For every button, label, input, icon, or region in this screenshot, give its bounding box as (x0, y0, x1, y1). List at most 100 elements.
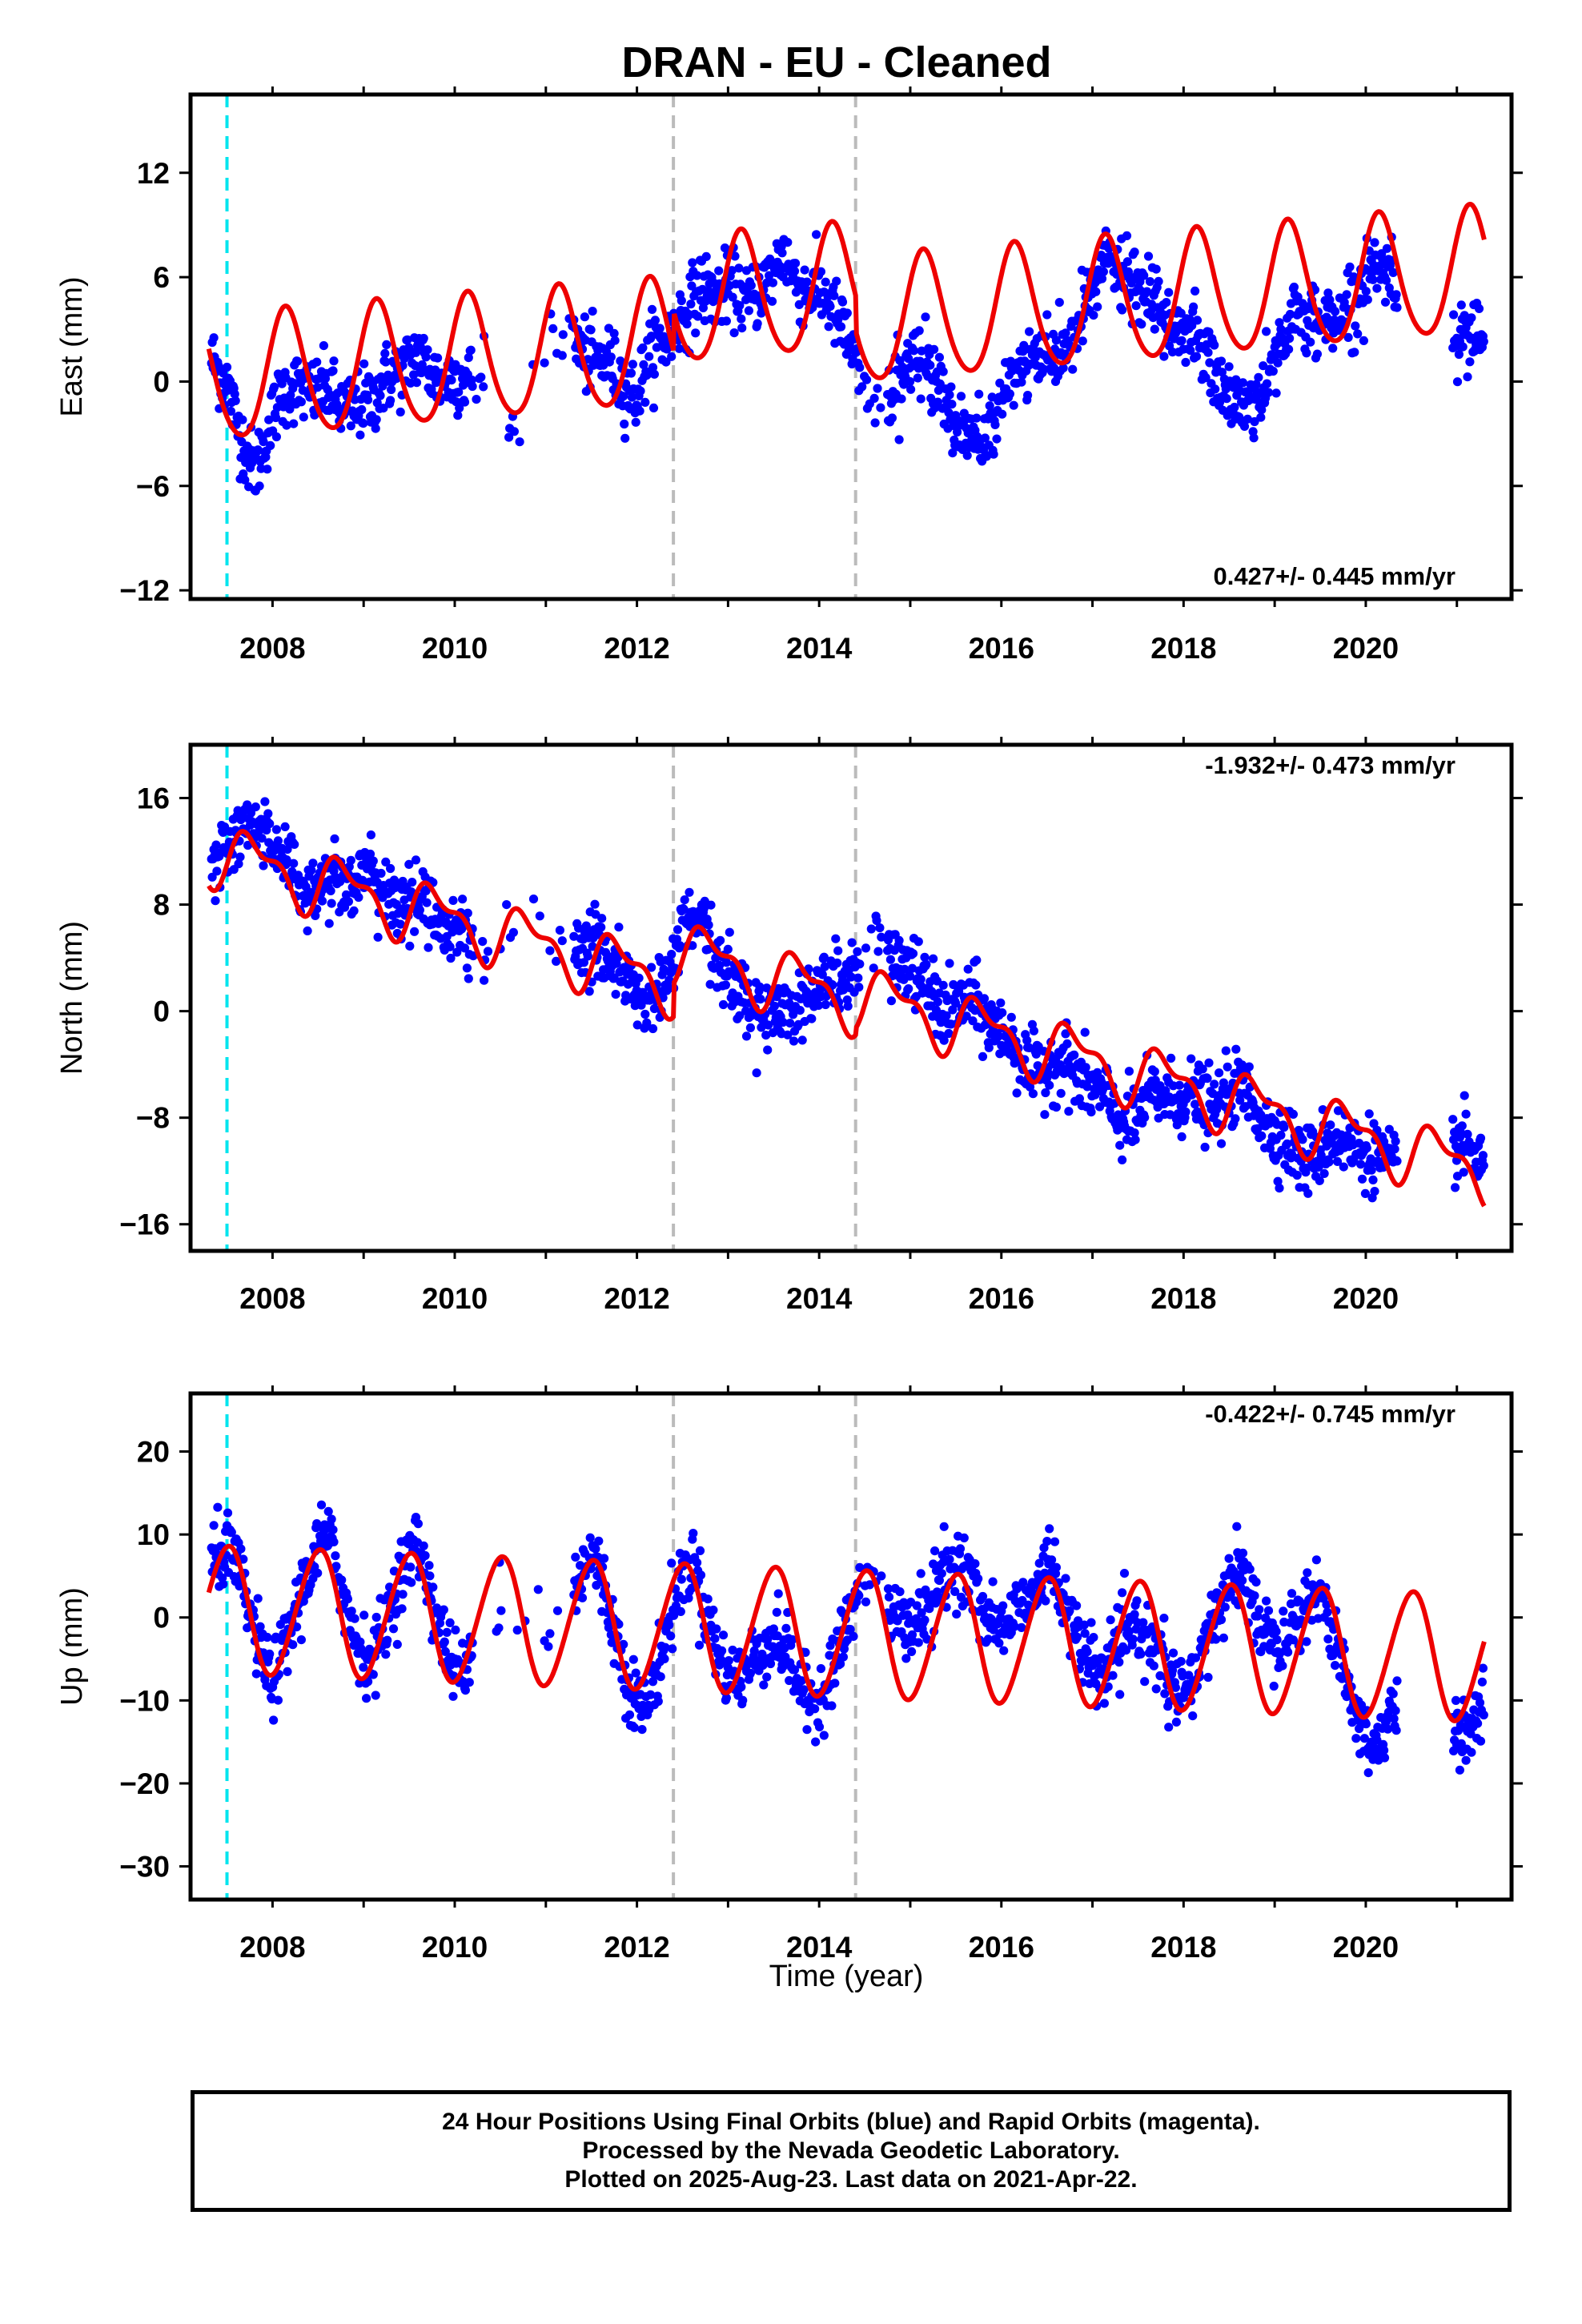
observation-point (1052, 1103, 1061, 1112)
observation-point (957, 392, 966, 400)
observation-point (600, 1554, 608, 1562)
observation-point (1370, 1187, 1379, 1196)
observation-point (496, 1606, 505, 1615)
observation-point (1211, 384, 1219, 393)
observation-point (1257, 1132, 1266, 1140)
observation-point (888, 413, 897, 422)
observation-point (960, 1534, 969, 1542)
observation-point (1045, 1081, 1054, 1090)
observation-point (1383, 244, 1391, 253)
observation-point (1392, 1726, 1401, 1735)
observation-point (705, 920, 713, 929)
observation-point (909, 346, 918, 355)
observation-point (1362, 287, 1371, 296)
observation-point (1480, 337, 1488, 346)
observation-point (632, 1669, 640, 1678)
observation-point (821, 278, 830, 287)
observation-point (1460, 1092, 1469, 1100)
observation-point (971, 980, 980, 989)
observation-point (1392, 290, 1401, 299)
observation-point (1175, 1081, 1184, 1090)
observation-point (1463, 372, 1472, 381)
observation-point (1239, 1549, 1247, 1558)
observation-point (939, 368, 948, 376)
observation-point (1225, 362, 1234, 371)
observation-point (337, 1575, 346, 1584)
observation-point (421, 1551, 430, 1560)
observation-point (1222, 1047, 1231, 1055)
x-tick-label: 2016 (969, 1931, 1034, 1964)
observation-point (714, 267, 723, 275)
observation-point (915, 326, 924, 335)
observation-point (556, 926, 564, 935)
observation-point (1254, 373, 1263, 382)
observation-point (1250, 1591, 1259, 1600)
observation-point (393, 1640, 402, 1649)
observation-point (1467, 1748, 1476, 1757)
observation-point (372, 1613, 381, 1622)
observation-point (289, 420, 298, 428)
observation-point (371, 424, 380, 433)
observation-point (702, 252, 711, 261)
observation-point (451, 1626, 460, 1634)
observation-point (386, 864, 395, 873)
observation-point (873, 947, 882, 956)
observation-point (1372, 284, 1381, 293)
observation-point (236, 1545, 245, 1554)
observation-point (895, 936, 904, 945)
observation-point (265, 819, 274, 828)
observation-point (359, 419, 367, 428)
observation-point (756, 995, 765, 1003)
observation-point (725, 1656, 733, 1665)
observation-point (1162, 298, 1170, 307)
observation-point (210, 333, 219, 342)
observation-point (1203, 1673, 1212, 1682)
observation-point (677, 296, 686, 305)
observation-point (1392, 303, 1401, 312)
observation-point (597, 914, 606, 923)
observation-point (545, 947, 554, 955)
observation-point (746, 1023, 755, 1032)
up-panel: −30 −20 −10 0 10 20 2008 2010 2012 2014 2016 2018 20… (55, 1385, 1523, 1964)
observation-point (1458, 1121, 1467, 1130)
observation-point (785, 1019, 794, 1027)
observation-point (753, 1068, 761, 1077)
observation-point (586, 1534, 595, 1542)
observation-point (709, 1606, 717, 1614)
observation-point (1359, 336, 1368, 345)
observation-point (1453, 377, 1462, 386)
observation-point (1160, 1689, 1169, 1698)
observation-point (1189, 303, 1198, 312)
observation-point (737, 1683, 745, 1691)
observation-point (1152, 265, 1161, 274)
observation-point (1480, 1161, 1488, 1170)
observation-point (1188, 1711, 1197, 1720)
observation-point (1210, 340, 1219, 349)
observation-point (636, 387, 644, 396)
observation-point (917, 395, 926, 404)
observation-point (815, 1723, 824, 1731)
observation-point (1132, 1596, 1141, 1605)
observation-point (1100, 1699, 1109, 1707)
observation-point (1263, 380, 1271, 388)
observation-point (412, 378, 421, 387)
observation-point (1201, 1143, 1210, 1152)
up-axis-ticks: −30−20−10010202008 2010 2012 2014 2016 2018 20… (119, 1385, 1523, 1964)
observation-point (1380, 1753, 1389, 1762)
observation-point (667, 950, 676, 959)
observation-point (1451, 1183, 1460, 1192)
observation-point (905, 377, 914, 386)
observation-point (1285, 334, 1294, 343)
observation-point (1136, 1650, 1145, 1659)
x-axis-label: Time (year) (769, 1960, 924, 1993)
observation-point (1467, 313, 1476, 322)
observation-point (945, 959, 954, 967)
observation-point (1302, 348, 1311, 357)
observation-point (1057, 1089, 1066, 1098)
observation-point (1287, 1589, 1296, 1598)
observation-point (620, 434, 629, 443)
observation-point (972, 414, 981, 423)
observation-point (516, 437, 524, 446)
observation-point (399, 1590, 408, 1598)
observation-point (833, 947, 842, 955)
